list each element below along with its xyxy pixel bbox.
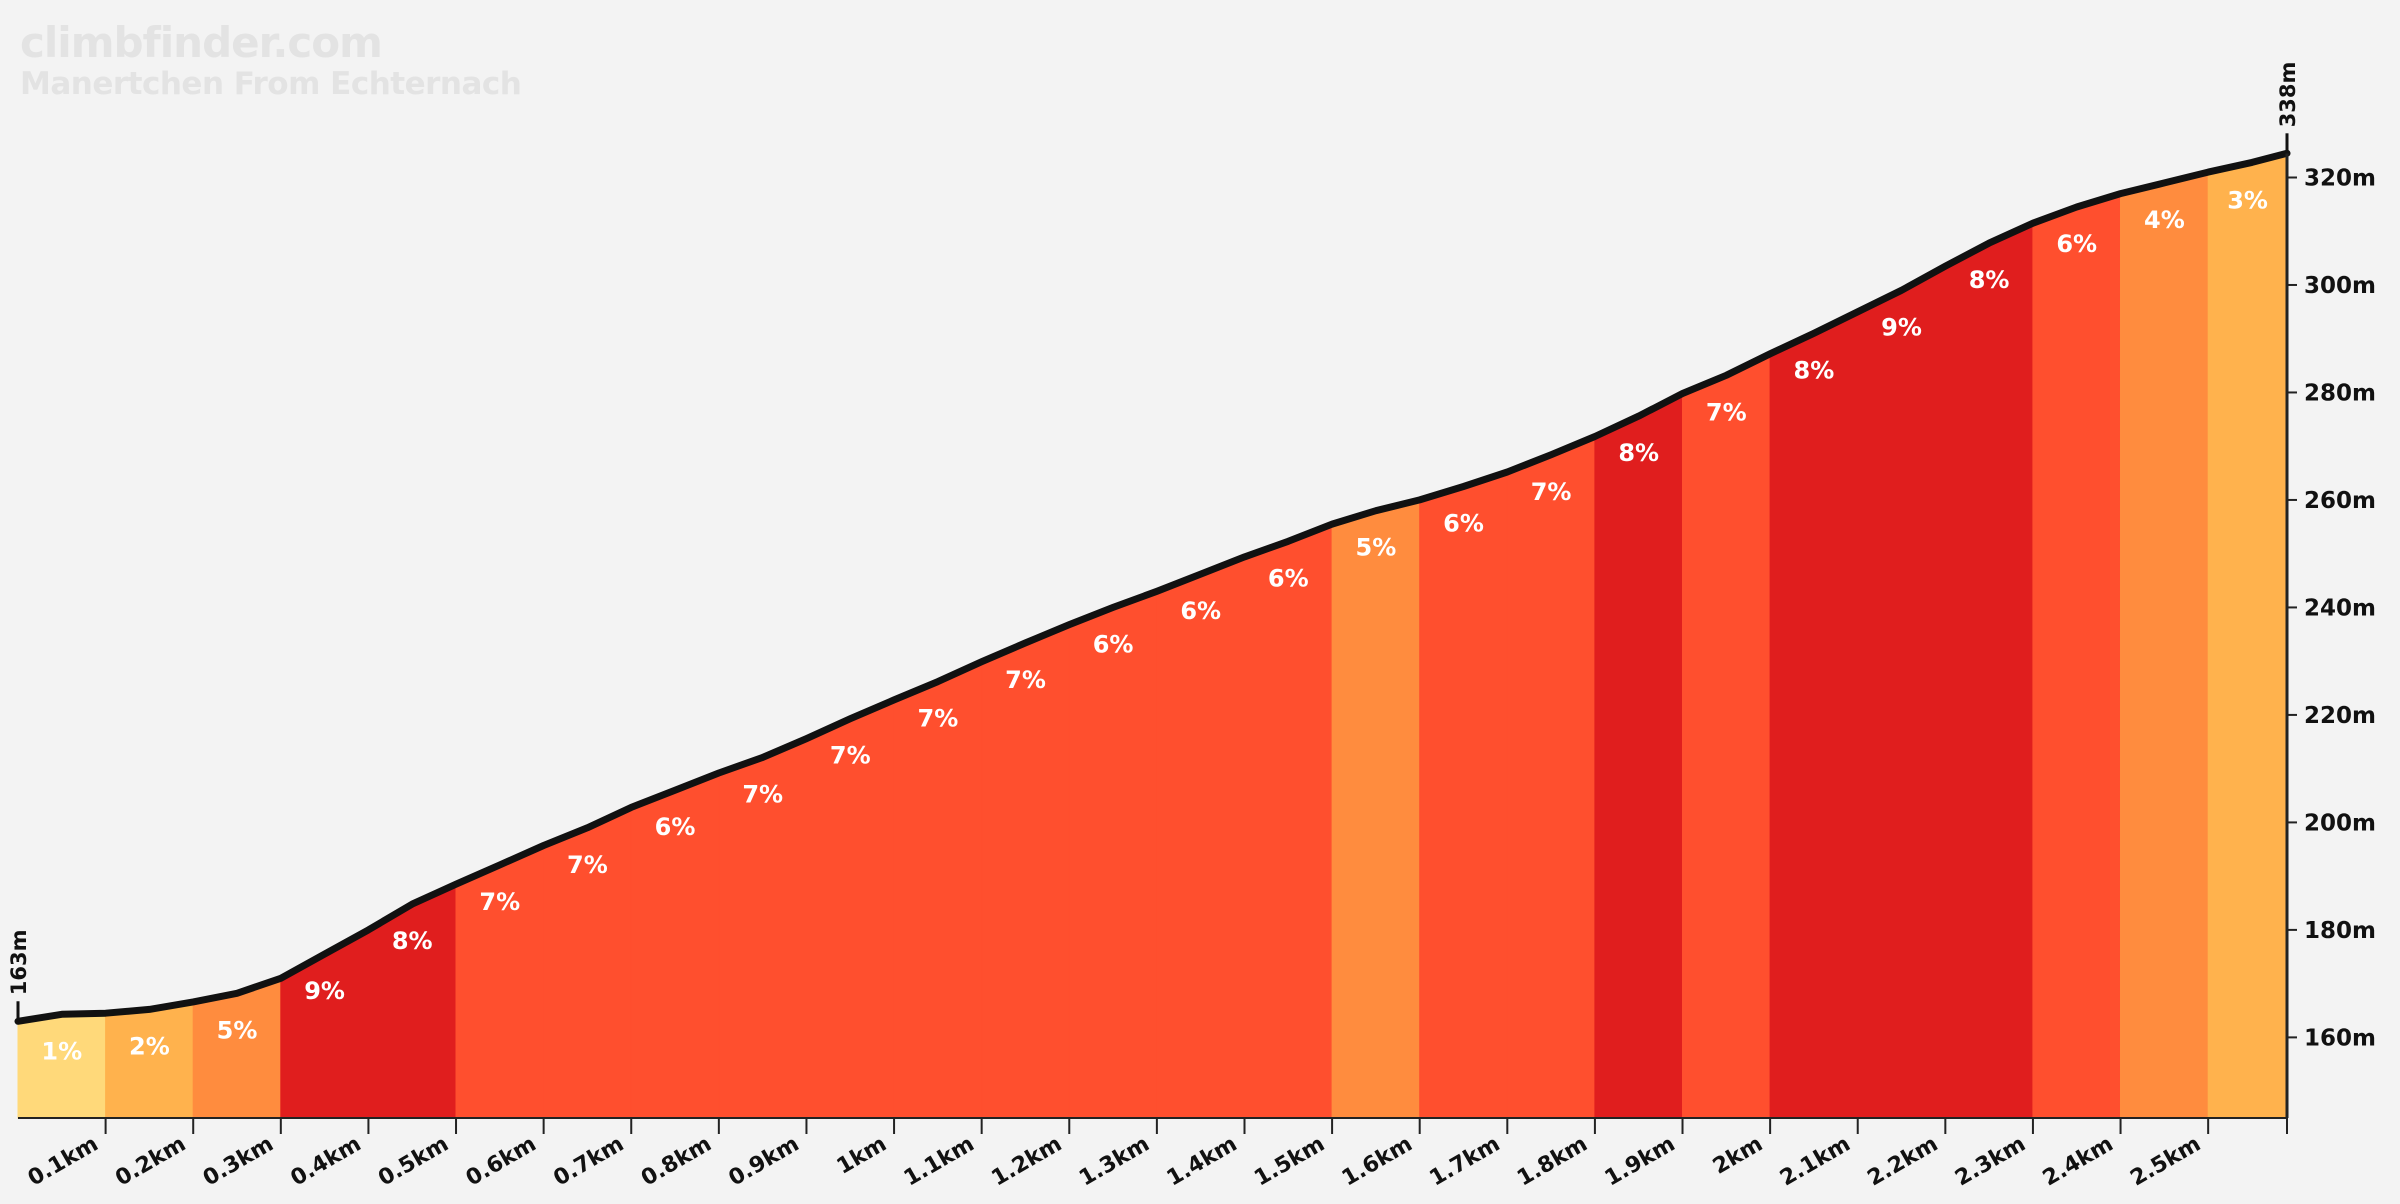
climb-name: Manertchen From Echternach	[20, 66, 522, 102]
segment-area	[1156, 556, 1245, 1119]
gradient-label: 7%	[1706, 398, 1747, 426]
profile-line-group	[14, 149, 2291, 1025]
x-tick-label: 1.2km	[987, 1132, 1066, 1192]
segment-area	[1944, 222, 2034, 1119]
x-tick-label: 2.2km	[1864, 1132, 1943, 1192]
gradient-label: 7%	[479, 888, 520, 916]
x-tick-label: 2.1km	[1776, 1132, 1855, 1192]
profile-line	[14, 149, 2291, 1025]
end-elevation-label: 338m	[2276, 62, 2300, 128]
gradient-label: 1%	[41, 1037, 82, 1065]
x-tick-label: 0.4km	[287, 1132, 366, 1192]
site-name: climbfinder.com	[20, 18, 383, 67]
brand-watermark: climbfinder.com Manertchen From Echterna…	[20, 18, 522, 103]
gradient-label: 9%	[1881, 313, 1922, 341]
gradient-label: 7%	[567, 851, 608, 879]
y-tick-label: 180m	[2304, 918, 2376, 944]
gradient-label: 4%	[2144, 206, 2185, 234]
gradient-label: 7%	[1531, 478, 1572, 506]
gradient-label: 8%	[1618, 439, 1659, 467]
gradient-label: 7%	[830, 742, 871, 770]
gradient-label: 6%	[2056, 230, 2097, 258]
gradient-labels: 1% 2% 5% 9% 8% 7% 7% 6% 7% 7% 7% 7% 6% 6% 6% 5% 6% 7% 8% 7%…	[41, 186, 2268, 1065]
gradient-label: 6%	[1268, 564, 1309, 592]
endpoint-labels: 163m 338m	[7, 62, 2300, 1022]
segment-area	[2120, 171, 2209, 1119]
x-tick-label: 0.6km	[462, 1132, 541, 1192]
segment-area	[1857, 265, 1946, 1119]
y-tick-label: 220m	[2304, 703, 2376, 729]
x-tick-label: 0.1km	[24, 1132, 103, 1192]
x-tick-label: 0.2km	[111, 1132, 190, 1192]
segment-area	[1506, 435, 1596, 1119]
gradient-label: 7%	[918, 705, 959, 733]
x-tick-label: 2.3km	[1951, 1132, 2030, 1192]
x-tick-label: 1.1km	[900, 1132, 979, 1192]
segment-area	[1594, 392, 1683, 1119]
x-tick-label: 1.3km	[1075, 1132, 1154, 1192]
gradient-label: 8%	[1969, 266, 2010, 294]
y-tick-label: 240m	[2304, 595, 2376, 621]
gradient-label: 7%	[742, 780, 783, 808]
x-tick-label: 1.6km	[1338, 1132, 1417, 1192]
gradient-label: 6%	[1093, 630, 1134, 658]
segment-area	[17, 1012, 107, 1119]
y-tick-label: 200m	[2304, 810, 2376, 836]
y-tick-label: 300m	[2304, 273, 2376, 299]
gradient-label: 6%	[1443, 510, 1484, 538]
segment-area	[2032, 192, 2121, 1119]
y-tick-label: 160m	[2304, 1025, 2376, 1051]
gradient-label: 3%	[2227, 186, 2268, 214]
x-tick-label: 2km	[1709, 1132, 1767, 1180]
segment-area	[1682, 352, 1771, 1119]
x-tick-label: 0.8km	[637, 1132, 716, 1192]
x-tick-label: 1.7km	[1426, 1132, 1505, 1192]
segment-area	[1419, 471, 1508, 1119]
start-elevation-label: 163m	[7, 930, 31, 996]
gradient-label: 8%	[1794, 356, 1835, 384]
gradient-label: 6%	[655, 813, 696, 841]
gradient-label: 9%	[304, 977, 345, 1005]
x-tick-label: 1km	[833, 1132, 891, 1180]
segment-area	[1244, 523, 1333, 1119]
x-tick-label: 2.4km	[2039, 1132, 2118, 1192]
segment-area	[2207, 152, 2288, 1119]
gradient-label: 8%	[392, 927, 433, 955]
segment-area	[1769, 310, 1859, 1119]
y-tick-label: 280m	[2304, 380, 2376, 406]
gradient-label: 5%	[217, 1016, 258, 1044]
gradient-label: 6%	[1180, 597, 1221, 625]
y-tick-label: 320m	[2304, 165, 2376, 191]
x-tick-label: 1.4km	[1163, 1132, 1242, 1192]
x-tick-label: 2.5km	[2126, 1132, 2205, 1192]
segment-area	[1068, 590, 1158, 1119]
y-axis: 160m 180m 200m 220m 240m 260m 280m 300m 320m	[2285, 153, 2376, 1118]
x-tick-label: 1.9km	[1601, 1132, 1680, 1192]
x-tick-label: 0.9km	[725, 1132, 804, 1192]
segment-area	[1331, 499, 1421, 1119]
gradient-label: 2%	[129, 1032, 170, 1060]
segment-area	[280, 929, 369, 1119]
x-tick-label: 0.5km	[374, 1132, 453, 1192]
gradient-label: 5%	[1356, 534, 1397, 562]
x-tick-label: 1.5km	[1250, 1132, 1329, 1192]
segment-area	[455, 844, 545, 1119]
x-tick-label: 0.7km	[549, 1132, 628, 1192]
x-tick-label: 0.3km	[199, 1132, 278, 1192]
segment-area	[981, 623, 1070, 1119]
x-tick-label: 1.8km	[1513, 1132, 1592, 1192]
gradient-segments	[17, 152, 2288, 1119]
x-axis: 0.1km 0.2km 0.3km 0.4km 0.5km 0.6km 0.7km 0.8km…	[24, 1118, 2288, 1192]
gradient-label: 7%	[1005, 666, 1046, 694]
y-tick-label: 260m	[2304, 488, 2376, 514]
